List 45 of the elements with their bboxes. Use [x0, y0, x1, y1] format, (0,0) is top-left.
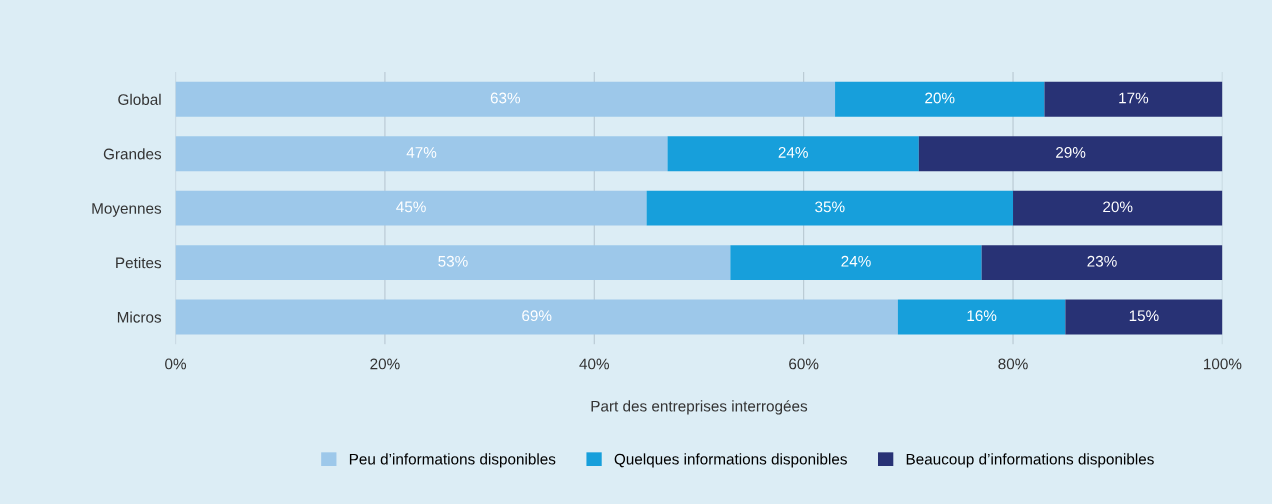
data-label: 23% [1087, 255, 1117, 267]
data-label: 17% [1119, 92, 1149, 104]
data-label: 15% [1129, 310, 1159, 322]
bar [730, 245, 982, 280]
y-tick-label: Moyennes [92, 203, 162, 217]
x-tick-label: 60% [789, 358, 819, 370]
legend-label: Peu d’informations disponibles [349, 453, 556, 468]
legend-label: Quelques informations disponibles [614, 453, 847, 468]
y-tick-label: Micros [117, 311, 162, 323]
bar [175, 190, 647, 226]
data-label: 20% [1103, 201, 1133, 213]
data-label: 24% [778, 147, 808, 158]
x-tick-label: 100% [1204, 358, 1242, 370]
bar [1013, 190, 1223, 226]
bar [175, 245, 731, 280]
data-label: 35% [815, 201, 845, 213]
bar [175, 81, 836, 117]
x-tick-label: 20% [370, 358, 400, 370]
x-tick-label: 0% [165, 358, 187, 370]
data-label: 53% [438, 255, 468, 267]
bar [918, 136, 1223, 172]
bar [646, 190, 1014, 226]
data-label: 29% [1056, 147, 1086, 158]
bar [1044, 81, 1223, 117]
x-tick-label: 40% [579, 358, 610, 370]
data-label: 63% [490, 92, 521, 104]
legend-label: Beaucoup d’informations disponibles [906, 453, 1154, 468]
data-label: 16% [967, 310, 997, 322]
data-label: 47% [406, 147, 437, 158]
x-tick-label: 80% [998, 358, 1028, 370]
data-label: 20% [925, 92, 955, 104]
y-tick-label: Grandes [103, 148, 162, 160]
bar [1065, 299, 1223, 335]
bar [835, 81, 1045, 117]
data-label: 69% [522, 310, 552, 322]
bar [981, 245, 1223, 280]
x-axis-title: Part des entreprises interrogées [591, 400, 808, 415]
bar [175, 136, 668, 172]
y-tick-label: Petites [116, 257, 162, 269]
bar [175, 299, 898, 335]
data-label: 24% [841, 255, 871, 267]
bar [667, 136, 919, 172]
y-tick-label: Global [118, 93, 161, 105]
bar [897, 299, 1066, 335]
data-label: 45% [396, 201, 426, 213]
